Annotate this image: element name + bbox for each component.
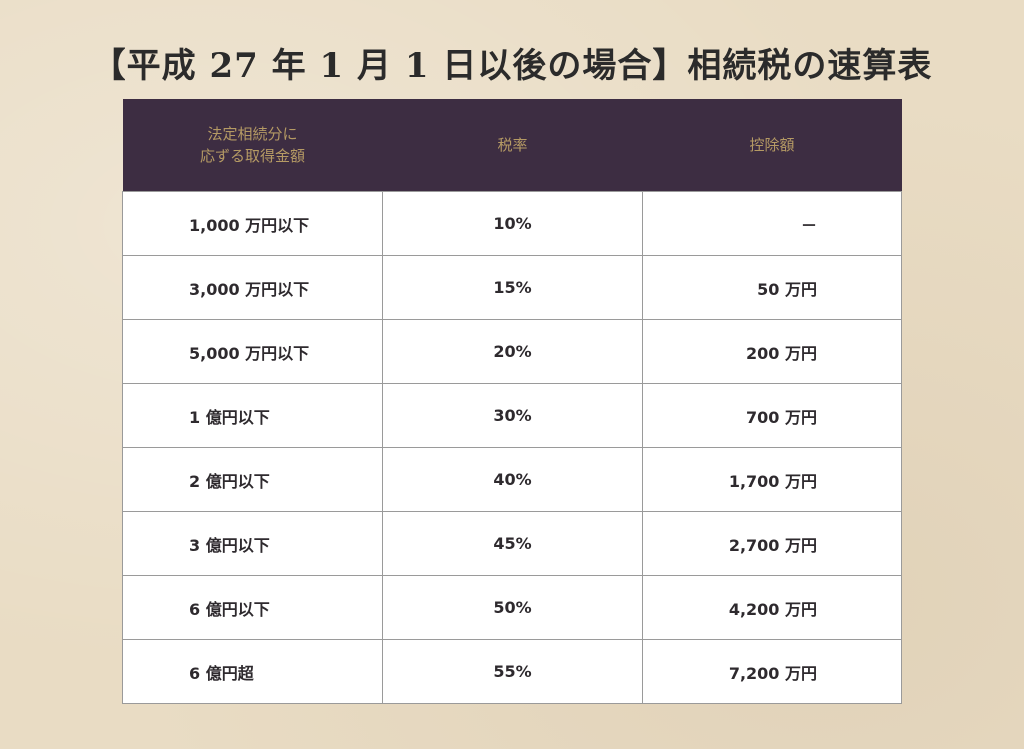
tax-rate-table: 法定相続分に 応ずる取得金額 税率 控除額 1,000 万円以下 10% － 3…	[122, 99, 902, 704]
rate-cell: 30%	[382, 383, 643, 448]
rate-cell: 20%	[382, 319, 643, 384]
deduction-cell: －	[642, 191, 902, 256]
header-deduction: 控除額	[642, 99, 902, 192]
table-row: 1,000 万円以下 10% －	[122, 191, 902, 256]
deduction-cell: 4,200 万円	[642, 575, 902, 640]
tax-rate-table-container: 法定相続分に 応ずる取得金額 税率 控除額 1,000 万円以下 10% － 3…	[122, 99, 902, 704]
table-row: 2 億円以下 40% 1,700 万円	[122, 447, 902, 512]
header-amount-line1: 法定相続分に	[207, 125, 298, 143]
amount-cell: 3 億円以下	[122, 511, 383, 576]
amount-cell: 6 億円超	[122, 639, 383, 704]
amount-cell: 5,000 万円以下	[122, 319, 383, 384]
rate-cell: 50%	[382, 575, 643, 640]
table-row: 6 億円超 55% 7,200 万円	[122, 639, 902, 704]
deduction-cell: 700 万円	[642, 383, 902, 448]
table-row: 6 億円以下 50% 4,200 万円	[122, 575, 902, 640]
deduction-cell: 1,700 万円	[642, 447, 902, 512]
amount-cell: 6 億円以下	[122, 575, 383, 640]
header-amount: 法定相続分に 応ずる取得金額	[122, 99, 383, 192]
rate-cell: 55%	[382, 639, 643, 704]
amount-cell: 3,000 万円以下	[122, 255, 383, 320]
rate-cell: 15%	[382, 255, 643, 320]
amount-cell: 2 億円以下	[122, 447, 383, 512]
amount-cell: 1 億円以下	[122, 383, 383, 448]
amount-cell: 1,000 万円以下	[122, 191, 383, 256]
deduction-cell: 7,200 万円	[642, 639, 902, 704]
rate-cell: 10%	[382, 191, 643, 256]
header-amount-line2: 応ずる取得金額	[199, 147, 305, 165]
page-title: 【平成 27 年 1 月 1 日以後の場合】相続税の速算表	[91, 46, 933, 86]
table-row: 5,000 万円以下 20% 200 万円	[122, 319, 902, 384]
rate-cell: 40%	[382, 447, 643, 512]
table-header-row: 法定相続分に 応ずる取得金額 税率 控除額	[122, 99, 902, 192]
deduction-cell: 200 万円	[642, 319, 902, 384]
table-row: 3,000 万円以下 15% 50 万円	[122, 255, 902, 320]
deduction-cell: 2,700 万円	[642, 511, 902, 576]
table-row: 3 億円以下 45% 2,700 万円	[122, 511, 902, 576]
rate-cell: 45%	[382, 511, 643, 576]
header-rate: 税率	[382, 99, 643, 192]
table-row: 1 億円以下 30% 700 万円	[122, 383, 902, 448]
deduction-cell: 50 万円	[642, 255, 902, 320]
